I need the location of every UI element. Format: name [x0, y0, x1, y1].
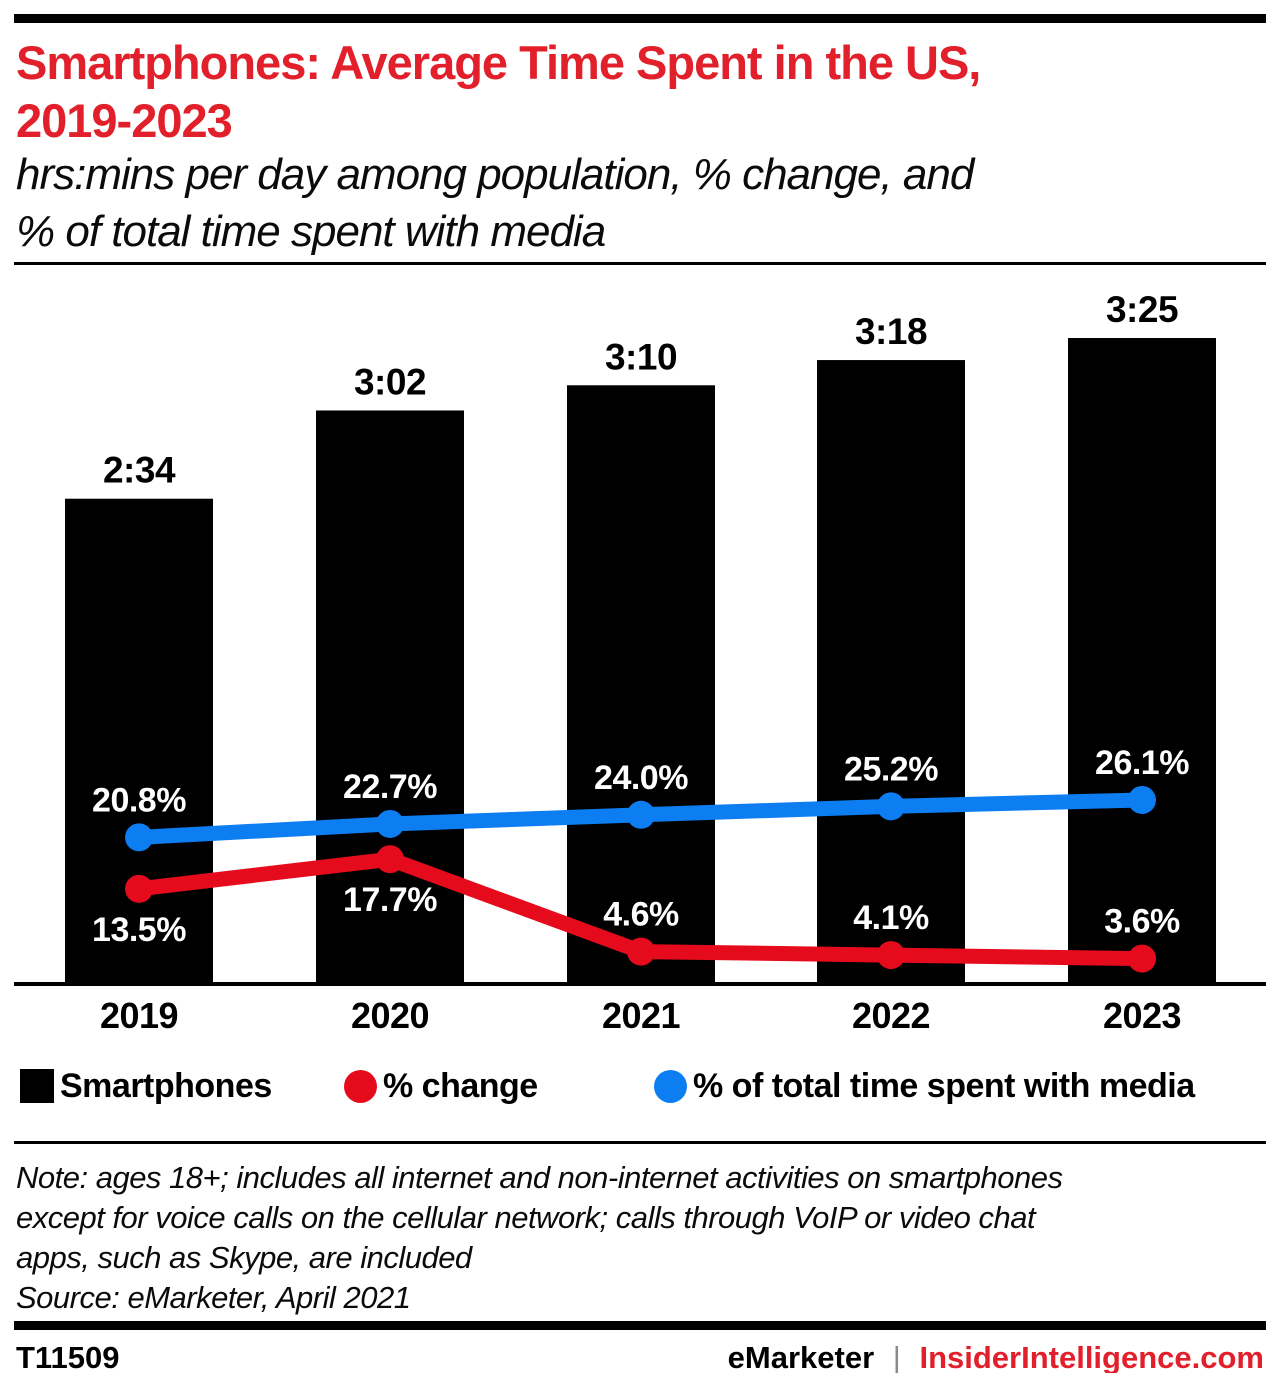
- line-value-label: 22.7%: [343, 768, 437, 806]
- line-marker: [1128, 785, 1156, 814]
- line-value-label: 4.1%: [853, 899, 929, 937]
- note-divider: [14, 1141, 1266, 1144]
- line-marker: [877, 941, 905, 970]
- bar-value-label: 3:25: [1106, 289, 1178, 330]
- chart-subtitle: hrs:mins per day among population, % cha…: [16, 146, 974, 260]
- x-axis-label-2020: 2020: [351, 995, 429, 1036]
- x-axis-label-2021: 2021: [602, 995, 681, 1036]
- title-line-2: 2019-2023: [16, 94, 233, 147]
- title-line-1: Smartphones: Average Time Spent in the U…: [16, 36, 981, 89]
- emarketer-brand: eMarketer: [727, 1340, 875, 1373]
- line-marker: [877, 792, 905, 821]
- note-line: apps, such as Skype, are included: [16, 1240, 472, 1275]
- legend-label: Smartphones: [60, 1066, 272, 1105]
- footer-divider: [14, 1321, 1266, 1330]
- page-title: Smartphones: Average Time Spent in the U…: [16, 34, 981, 150]
- header-divider: [14, 262, 1266, 265]
- legend-item-smartphones: Smartphones: [20, 1062, 272, 1110]
- line-marker: [125, 874, 153, 903]
- bar-value-label: 3:10: [605, 336, 677, 377]
- line-value-label: 3.6%: [1104, 903, 1180, 941]
- pct-total-media-swatch-icon: [654, 1069, 687, 1103]
- bar-value-label: 3:18: [855, 311, 927, 352]
- line-marker: [1128, 944, 1156, 973]
- line-value-label: 25.2%: [844, 750, 938, 788]
- line-value-label: 26.1%: [1095, 744, 1189, 782]
- bar-value-label: 3:02: [354, 361, 426, 402]
- line-value-label: 4.6%: [603, 896, 679, 934]
- footer-brand-divider: |: [892, 1340, 901, 1373]
- legend-label: % of total time spent with media: [693, 1066, 1195, 1105]
- line-marker: [376, 845, 404, 874]
- legend-item-pct-change: % change: [344, 1062, 538, 1110]
- bar-2021: [567, 385, 715, 985]
- legend-label: % change: [383, 1066, 538, 1105]
- line-marker: [627, 800, 655, 829]
- bar-2022: [817, 360, 965, 985]
- subtitle-line-2: % of total time spent with media: [16, 207, 606, 256]
- bar-2023: [1068, 338, 1216, 984]
- line-marker: [376, 809, 404, 838]
- insider-site: InsiderIntelligence.com: [919, 1340, 1264, 1373]
- subtitle-line-1: hrs:mins per day among population, % cha…: [16, 150, 974, 199]
- x-axis-label-2023: 2023: [1103, 995, 1181, 1036]
- smartphones-swatch-icon: [20, 1069, 54, 1103]
- note-line: except for voice calls on the cellular n…: [16, 1200, 1036, 1235]
- chart-note: Note: ages 18+; includes all internet an…: [16, 1158, 1063, 1318]
- top-accent-bar: [14, 14, 1266, 23]
- footer-branding: eMarketer | InsiderIntelligence.com: [728, 1340, 1264, 1373]
- bar-2019: [65, 498, 213, 984]
- x-axis-label-2019: 2019: [100, 995, 178, 1036]
- bar-value-label: 2:34: [103, 450, 176, 491]
- source-line: Source: eMarketer, April 2021: [16, 1280, 411, 1315]
- pct-change-swatch-icon: [344, 1069, 377, 1103]
- line-value-label: 17.7%: [343, 881, 437, 919]
- x-axis-label-2022: 2022: [852, 995, 930, 1036]
- line-value-label: 20.8%: [92, 781, 186, 819]
- chart-svg: 2:34 3:02 3:10 3:18 3:25 13.5% 17.7% 4.6% 4.1% 3.…: [14, 289, 1266, 1036]
- bar-2020: [316, 410, 464, 985]
- chart-legend: Smartphones % change % of total time spe…: [0, 1062, 1280, 1110]
- line-value-label: 24.0%: [594, 759, 688, 797]
- chart-id: T11509: [16, 1340, 120, 1373]
- footer: T11509 eMarketer | InsiderIntelligence.c…: [16, 1340, 1264, 1373]
- note-line: Note: ages 18+; includes all internet an…: [16, 1160, 1063, 1195]
- line-value-label: 13.5%: [92, 911, 186, 949]
- line-marker: [627, 937, 655, 966]
- legend-item-pct-total-media: % of total time spent with media: [654, 1062, 1195, 1110]
- line-marker: [125, 823, 153, 852]
